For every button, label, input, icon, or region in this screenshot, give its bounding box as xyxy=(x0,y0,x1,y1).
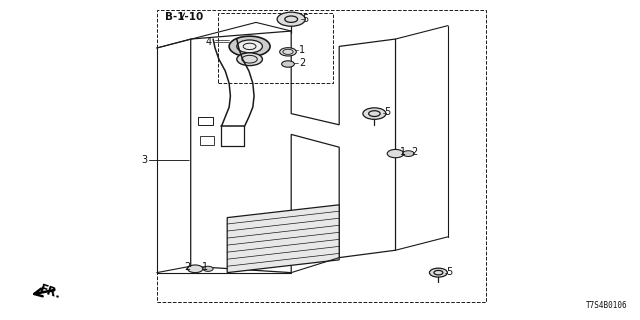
Circle shape xyxy=(277,12,305,26)
Circle shape xyxy=(282,61,294,67)
Circle shape xyxy=(188,265,203,273)
Text: 2: 2 xyxy=(412,147,418,157)
Polygon shape xyxy=(227,205,339,273)
Text: 4: 4 xyxy=(205,36,211,47)
Circle shape xyxy=(403,151,414,156)
Bar xyxy=(218,13,333,83)
Text: 2: 2 xyxy=(184,262,191,272)
Text: 5: 5 xyxy=(384,107,390,117)
Text: 5: 5 xyxy=(302,13,308,24)
Text: 1: 1 xyxy=(202,262,209,272)
Circle shape xyxy=(280,48,296,56)
Circle shape xyxy=(363,108,386,119)
Text: 2: 2 xyxy=(299,58,305,68)
Text: 5: 5 xyxy=(446,267,452,277)
Circle shape xyxy=(237,53,262,66)
Text: FR.: FR. xyxy=(38,282,63,301)
Circle shape xyxy=(229,36,270,57)
Text: 1: 1 xyxy=(299,45,305,55)
Text: 3: 3 xyxy=(141,155,147,165)
Circle shape xyxy=(237,40,262,53)
Text: T7S4B0106: T7S4B0106 xyxy=(586,301,627,310)
Text: 1: 1 xyxy=(400,147,406,157)
Circle shape xyxy=(429,268,447,277)
Text: B-1-10: B-1-10 xyxy=(165,12,204,22)
Bar xyxy=(157,10,486,302)
Circle shape xyxy=(203,266,213,271)
Circle shape xyxy=(387,149,404,158)
